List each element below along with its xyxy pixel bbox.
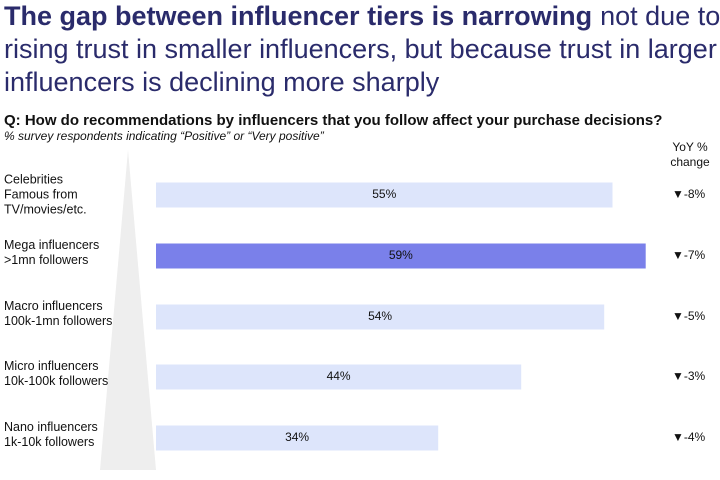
yoy-change: ▼-8% xyxy=(672,187,706,201)
category-label: Nano influencers xyxy=(4,420,98,434)
bar xyxy=(156,182,613,208)
category-label: Celebrities xyxy=(4,172,63,186)
background-triangle xyxy=(100,150,156,470)
value-label: 55% xyxy=(372,187,396,201)
value-label: 44% xyxy=(327,369,351,383)
category-label: >1mn followers xyxy=(4,253,88,267)
category-label: 100k-1mn followers xyxy=(4,314,112,328)
yoy-change: ▼-3% xyxy=(672,369,706,383)
category-label: Macro influencers xyxy=(4,299,103,313)
title-bold: The gap between influencer tiers is narr… xyxy=(4,1,592,31)
value-label: 59% xyxy=(389,248,413,262)
value-label: 54% xyxy=(368,309,392,323)
title-line: rising trust in smaller influencers, but… xyxy=(4,34,717,64)
category-label: 1k-10k followers xyxy=(4,435,94,449)
bar xyxy=(156,243,646,269)
category-label: TV/movies/etc. xyxy=(4,202,87,216)
yoy-change: ▼-7% xyxy=(672,248,706,262)
value-label: 34% xyxy=(285,430,309,444)
yoy-change: ▼-5% xyxy=(672,309,706,323)
title-line: influencers is declining more sharply xyxy=(4,67,440,97)
title-line: not due to xyxy=(600,1,720,31)
category-label: Micro influencers xyxy=(4,359,98,373)
category-label: Famous from xyxy=(4,187,78,201)
column-header: change xyxy=(670,155,710,169)
bar xyxy=(156,425,439,451)
category-label: 10k-100k followers xyxy=(4,374,108,388)
subtitle: % survey respondents indicating “Positiv… xyxy=(4,129,325,143)
bar xyxy=(156,364,522,390)
chart-title: The gap between influencer tiers is narr… xyxy=(4,1,720,31)
column-header: YoY % xyxy=(672,140,708,154)
bar xyxy=(156,304,605,330)
category-label: Mega influencers xyxy=(4,238,99,252)
question: Q: How do recommendations by influencers… xyxy=(4,112,662,129)
yoy-change: ▼-4% xyxy=(672,430,706,444)
